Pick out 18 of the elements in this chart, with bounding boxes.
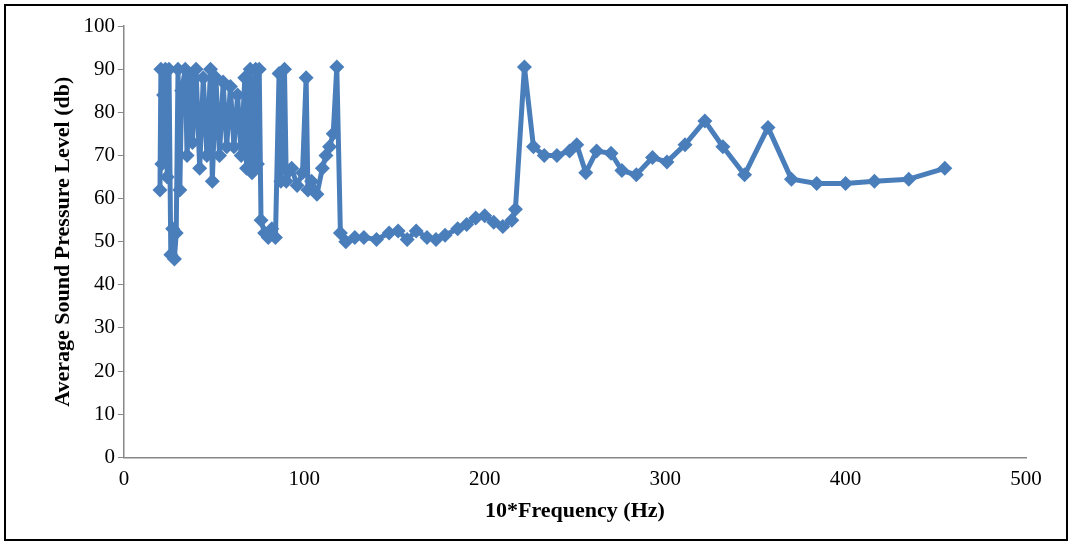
y-tick-label: 60: [93, 185, 115, 210]
y-tick-label: 40: [93, 271, 115, 296]
y-tick-label: 20: [93, 357, 115, 382]
y-tick-label: 80: [93, 98, 115, 123]
y-tick-label: 90: [93, 55, 115, 80]
y-tick-label: 70: [93, 141, 115, 166]
y-tick-label: 10: [93, 400, 115, 425]
x-tick-label: 400: [829, 465, 862, 490]
y-tick-label: 30: [93, 314, 115, 339]
y-tick-label: 100: [83, 12, 115, 37]
y-tick-label: 0: [104, 443, 115, 468]
x-tick-label: 300: [649, 465, 681, 490]
x-tick-label: 200: [468, 465, 501, 490]
y-tick-label: 50: [93, 228, 115, 253]
x-tick-label: 500: [1010, 465, 1042, 490]
x-axis-title: 10*Frequency (Hz): [485, 497, 665, 523]
x-tick-label: 100: [288, 465, 321, 490]
y-axis-title: Average Sound Pressure Level (db): [48, 76, 74, 407]
